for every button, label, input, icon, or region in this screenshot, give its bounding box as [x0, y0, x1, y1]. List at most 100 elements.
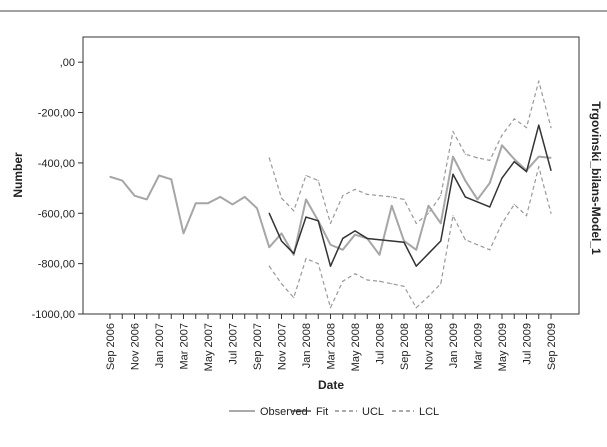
data-point-fit: [391, 240, 393, 242]
y-tick-label: -400,00: [38, 158, 75, 170]
data-point-observed: [513, 158, 515, 160]
data-point-fit: [513, 161, 515, 163]
data-point-lcl: [501, 222, 503, 224]
x-tick-label: Jul 2008: [375, 323, 387, 365]
x-tick-label: May 2009: [497, 323, 509, 371]
data-point-fit: [452, 173, 454, 175]
data-point-observed: [538, 156, 540, 158]
data-point-fit: [329, 265, 332, 267]
data-point-lcl: [329, 307, 332, 309]
data-point-fit: [525, 171, 528, 173]
data-point-observed: [158, 174, 160, 177]
x-tick-label: Jul 2007: [228, 323, 240, 365]
data-point-fit: [538, 124, 540, 126]
y-tick-label: -800,00: [38, 259, 75, 271]
data-point-lcl: [403, 285, 405, 287]
series-line-observed: [109, 144, 552, 256]
data-point-observed: [452, 156, 454, 158]
data-point-fit: [378, 239, 381, 241]
data-point-observed: [415, 249, 417, 251]
legend-item-lcl: LCL: [392, 406, 439, 418]
data-point-observed: [170, 178, 172, 180]
data-point-observed: [342, 249, 344, 251]
data-point-lcl: [268, 265, 270, 267]
data-point-observed: [109, 176, 111, 178]
data-point-lcl: [427, 295, 430, 297]
data-point-observed: [207, 202, 209, 204]
data-point-lcl: [293, 297, 295, 299]
data-point-ucl: [489, 159, 491, 161]
legend-label-fit: Fit: [316, 406, 328, 418]
data-point-ucl: [550, 127, 552, 129]
data-point-observed: [440, 222, 442, 224]
legend-label-lcl: LCL: [419, 406, 439, 418]
series-ucl: [268, 80, 552, 224]
data-point-observed: [489, 182, 491, 184]
data-point-lcl: [440, 283, 442, 285]
data-point-fit: [501, 177, 503, 179]
x-tick-label: Jan 2008: [301, 323, 313, 368]
data-point-ucl: [538, 80, 540, 82]
x-tick-label: Mar 2008: [326, 323, 338, 369]
data-point-observed: [476, 198, 479, 201]
data-point-fit: [489, 206, 491, 208]
x-tick-label: Sep 2009: [546, 323, 558, 370]
data-point-fit: [464, 196, 466, 198]
data-point-fit: [317, 220, 319, 222]
data-point-ucl: [464, 153, 466, 155]
data-point-fit: [293, 252, 295, 255]
data-point-fit: [305, 216, 307, 218]
y-tick-label: -600,00: [38, 208, 75, 220]
x-tick-label: May 2007: [203, 323, 215, 371]
data-point-observed: [293, 254, 295, 256]
y-tick-label: -200,00: [38, 108, 75, 120]
x-tick-label: Jan 2009: [448, 323, 460, 368]
data-point-lcl: [366, 279, 368, 281]
series-line-lcl: [268, 166, 552, 309]
data-point-observed: [391, 205, 393, 207]
legend: Observed Fit UCL LCL: [229, 406, 439, 418]
data-point-fit: [342, 237, 344, 240]
data-point-observed: [121, 179, 123, 182]
data-point-observed: [182, 232, 185, 235]
data-point-ucl: [354, 188, 356, 190]
series-layer: [109, 80, 552, 309]
data-point-ucl: [391, 196, 393, 198]
data-point-observed: [403, 240, 405, 242]
data-point-observed: [280, 232, 283, 235]
data-point-ucl: [427, 212, 430, 214]
x-tick-label: Mar 2007: [179, 323, 191, 369]
y-tick-label: ,00: [60, 57, 75, 69]
data-point-observed: [146, 198, 148, 201]
data-point-ucl: [342, 195, 344, 197]
x-axis-title: Date: [318, 378, 344, 392]
series-fit: [268, 124, 552, 267]
data-point-observed: [550, 157, 552, 159]
x-tick-label: May 2008: [350, 323, 362, 371]
data-point-lcl: [305, 258, 307, 260]
y-axis: ,00 -200,00 -400,00 -600,00 -800,00 -1000,00: [32, 57, 83, 321]
data-point-observed: [329, 244, 332, 246]
data-point-lcl: [415, 307, 417, 309]
data-point-lcl: [452, 215, 454, 217]
x-tick-label: Sep 2006: [105, 323, 117, 370]
data-point-observed: [501, 144, 503, 146]
model-label: Trgovinski_bilans-Model_1: [589, 101, 603, 255]
series-line-ucl: [268, 80, 552, 224]
data-point-ucl: [415, 222, 417, 224]
data-point-lcl: [342, 280, 344, 282]
data-point-observed: [133, 195, 136, 197]
data-point-ucl: [366, 193, 368, 195]
data-point-fit: [427, 252, 430, 255]
data-point-fit: [550, 169, 552, 172]
legend-item-observed: Observed: [229, 406, 308, 418]
legend-label-observed: Observed: [260, 406, 308, 418]
legend-item-ucl: UCL: [335, 406, 384, 418]
data-point-observed: [378, 254, 381, 256]
data-point-fit: [440, 240, 442, 242]
data-point-ucl: [440, 195, 442, 197]
data-point-lcl: [476, 244, 479, 246]
data-point-ucl: [525, 127, 528, 129]
data-point-observed: [305, 198, 307, 201]
legend-label-ucl: UCL: [362, 406, 384, 418]
